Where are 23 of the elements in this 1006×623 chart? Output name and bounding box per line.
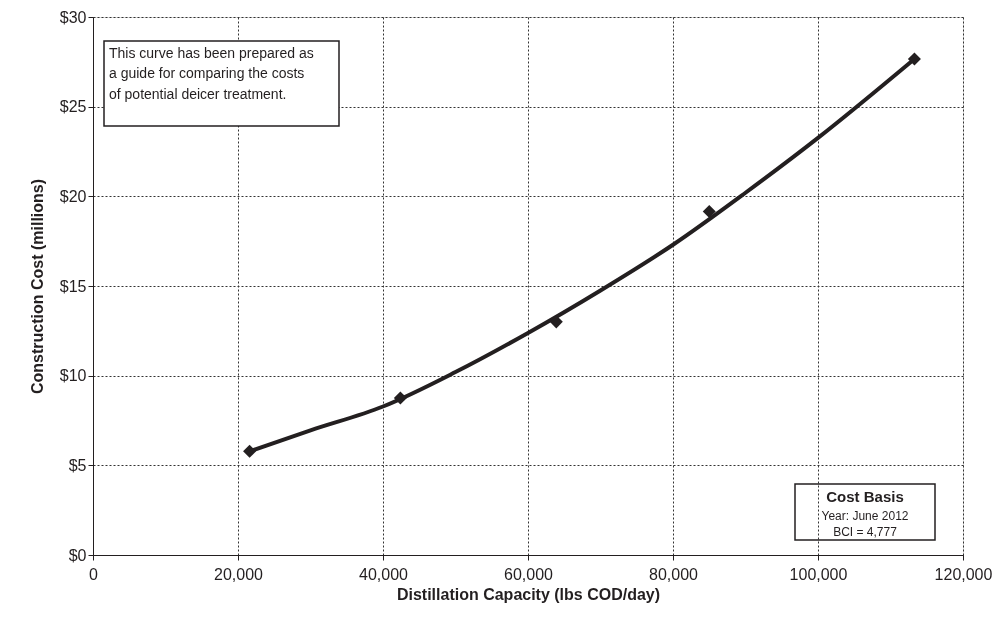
point [393, 391, 407, 405]
y-axis-title: Construction Cost (millions) [28, 178, 46, 395]
x-tick-label: 100,000 [789, 565, 848, 583]
x-tick-label: 20,000 [214, 565, 264, 583]
y-tick-label: $20 [59, 187, 87, 205]
y-tick-label: $0 [68, 546, 87, 564]
y-tick-label: $30 [59, 8, 87, 26]
y-tick-label: $15 [59, 277, 87, 295]
annotation: This curve has been prepared as a guide for comparing the costs of potential deicer treatment. [109, 45, 314, 102]
x-axis-title: Distillation Capacity (lbs COD/day) [396, 585, 661, 603]
point [702, 205, 716, 219]
y-tick-label: $25 [59, 98, 87, 116]
x-tick-label: 60,000 [504, 565, 554, 583]
y-tick-label: $10 [59, 367, 87, 385]
x-tick-label: 120,000 [934, 565, 993, 583]
y-tick-label: $5 [68, 456, 87, 474]
point [549, 315, 563, 329]
x-tick-label: 0 [89, 565, 99, 583]
x-tick-label: 40,000 [359, 565, 409, 583]
point [243, 444, 257, 458]
point [907, 52, 921, 66]
annotation: Cost Basis Year: June 2012 BCI = 4,777 [821, 488, 909, 539]
x-tick-label: 80,000 [649, 565, 699, 583]
